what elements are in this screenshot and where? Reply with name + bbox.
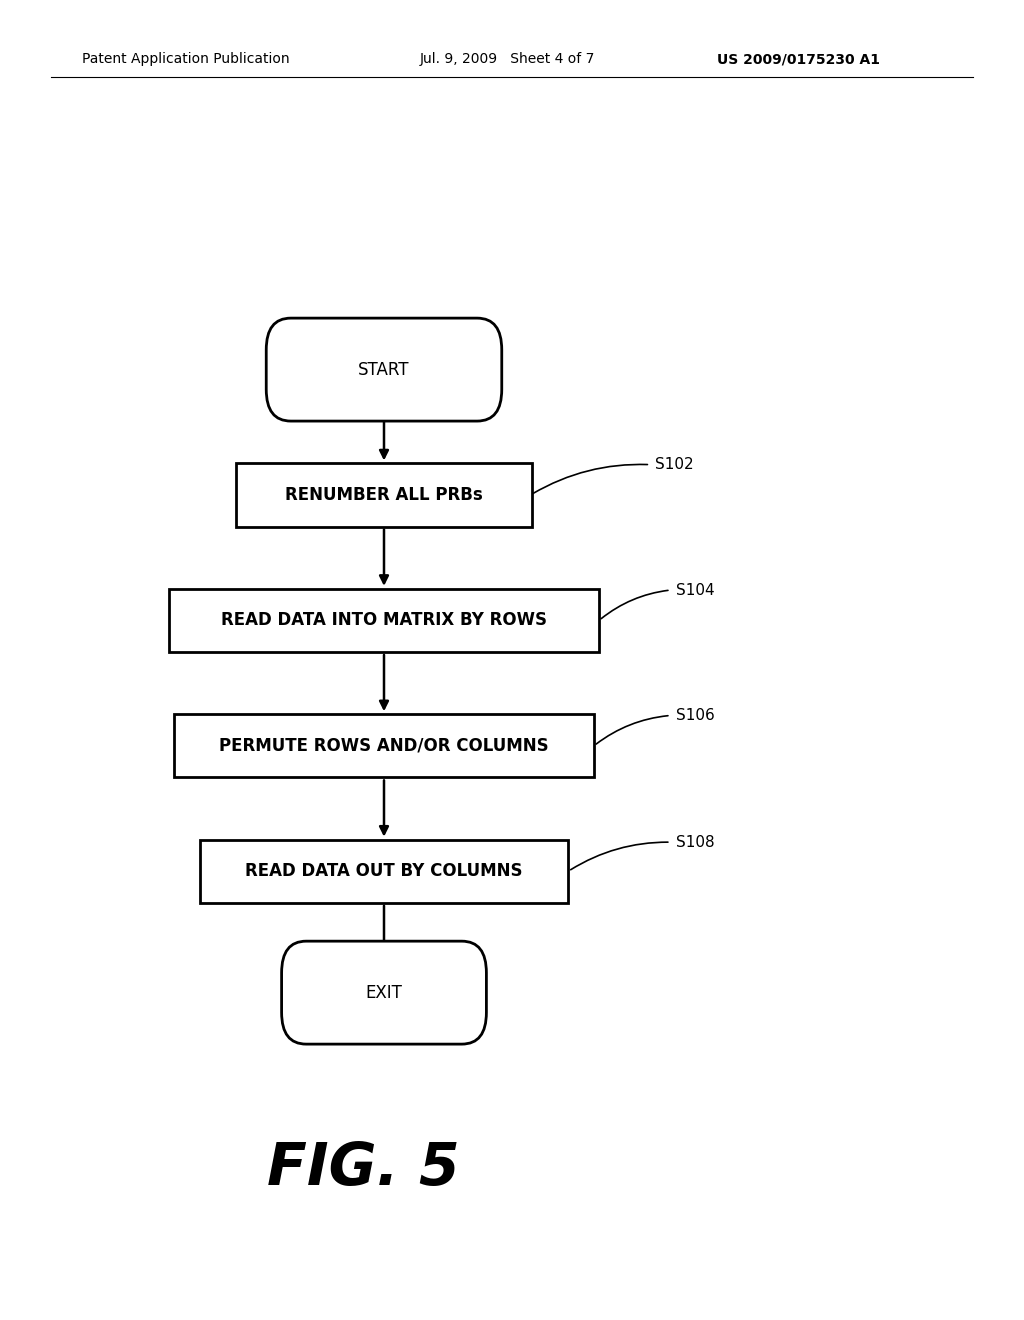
Text: S102: S102 [655, 457, 694, 473]
FancyBboxPatch shape [282, 941, 486, 1044]
Text: S104: S104 [676, 582, 715, 598]
Text: EXIT: EXIT [366, 983, 402, 1002]
Text: READ DATA INTO MATRIX BY ROWS: READ DATA INTO MATRIX BY ROWS [221, 611, 547, 630]
FancyBboxPatch shape [174, 714, 594, 777]
Text: Patent Application Publication: Patent Application Publication [82, 53, 290, 66]
Text: S108: S108 [676, 834, 715, 850]
FancyBboxPatch shape [169, 589, 599, 652]
FancyBboxPatch shape [236, 463, 532, 527]
Text: START: START [358, 360, 410, 379]
Text: S106: S106 [676, 708, 715, 723]
Text: FIG. 5: FIG. 5 [267, 1139, 460, 1197]
FancyBboxPatch shape [200, 840, 568, 903]
Text: US 2009/0175230 A1: US 2009/0175230 A1 [717, 53, 880, 66]
Text: RENUMBER ALL PRBs: RENUMBER ALL PRBs [285, 486, 483, 504]
FancyBboxPatch shape [266, 318, 502, 421]
Text: PERMUTE ROWS AND/OR COLUMNS: PERMUTE ROWS AND/OR COLUMNS [219, 737, 549, 755]
Text: Jul. 9, 2009   Sheet 4 of 7: Jul. 9, 2009 Sheet 4 of 7 [420, 53, 595, 66]
Text: READ DATA OUT BY COLUMNS: READ DATA OUT BY COLUMNS [246, 862, 522, 880]
